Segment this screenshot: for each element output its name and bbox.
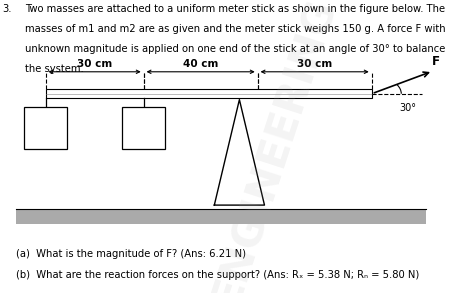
Text: (a)  What is the magnitude of F? (Ans: 6.21 N): (a) What is the magnitude of F? (Ans: 6.… <box>16 249 245 259</box>
Text: 30 cm: 30 cm <box>76 59 112 69</box>
Text: masses of m1 and m2 are as given and the meter stick weighs 150 g. A force F wit: masses of m1 and m2 are as given and the… <box>25 24 445 34</box>
Text: m₂: m₂ <box>136 115 151 125</box>
Text: 75 g: 75 g <box>130 132 157 142</box>
Text: (b)  What are the reaction forces on the support? (Ans: Rₓ = 5.38 N; Rₙ = 5.80 N: (b) What are the reaction forces on the … <box>16 270 418 280</box>
Text: 3.: 3. <box>2 4 12 14</box>
Text: Two masses are attached to a uniform meter stick as shown in the figure below. T: Two masses are attached to a uniform met… <box>25 4 444 14</box>
Bar <box>16 209 425 224</box>
Polygon shape <box>214 100 264 205</box>
Bar <box>24 107 67 149</box>
Text: 30 cm: 30 cm <box>296 59 332 69</box>
Bar <box>122 107 165 149</box>
Bar <box>46 89 371 98</box>
Text: the system.: the system. <box>25 64 84 74</box>
Text: 40 cm: 40 cm <box>182 59 218 69</box>
Text: m₁: m₁ <box>38 115 53 125</box>
Text: ENGINEERING: ENGINEERING <box>203 0 343 293</box>
Text: F: F <box>430 55 439 68</box>
Text: 50 g: 50 g <box>32 132 59 142</box>
Text: 30°: 30° <box>398 103 415 113</box>
Text: unknown magnitude is applied on one end of the stick at an angle of 30° to balan: unknown magnitude is applied on one end … <box>25 44 445 54</box>
